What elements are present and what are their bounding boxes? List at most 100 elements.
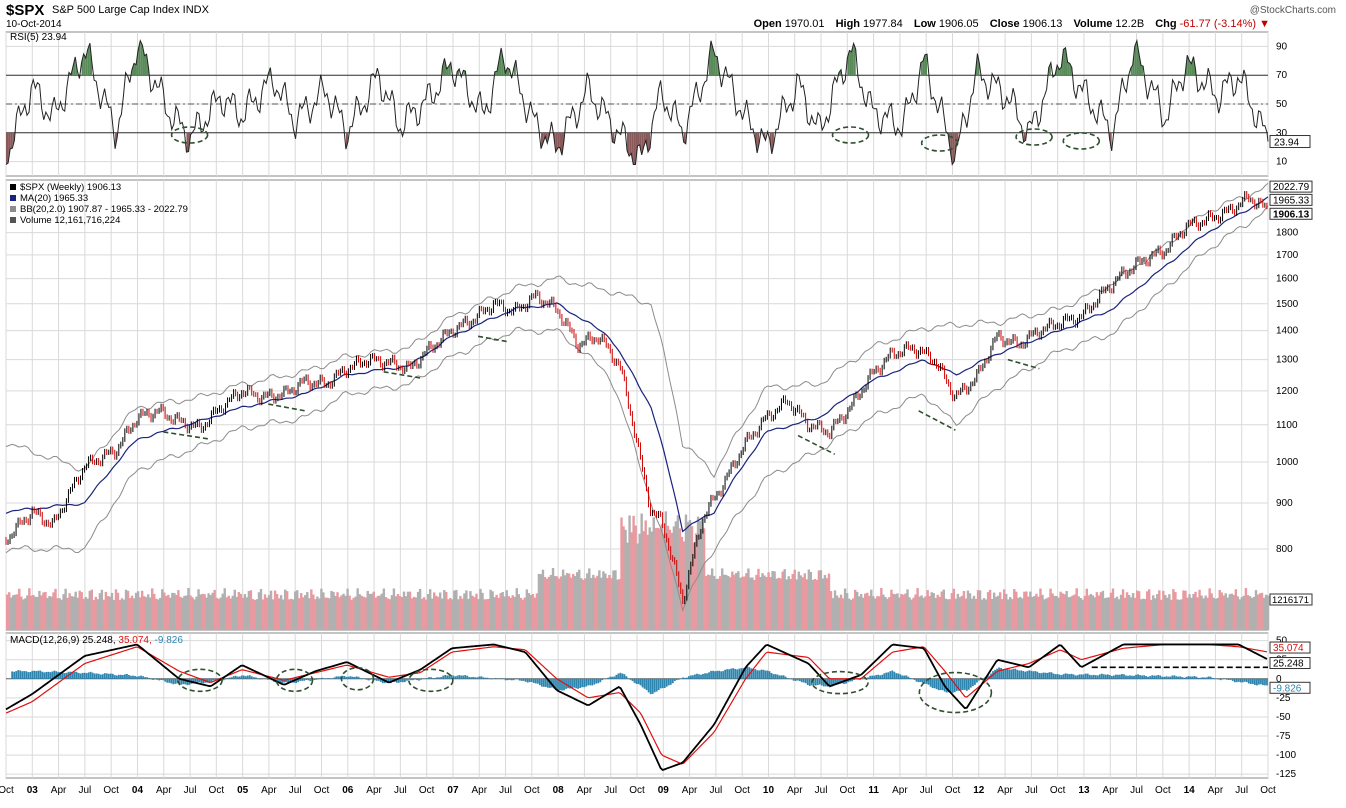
volume-bar [443,590,446,630]
macd-histogram-bar [611,676,614,679]
x-tick-label: Jul [184,785,197,796]
volume-bar [263,594,267,630]
volume-bar [988,589,992,630]
macd-histogram-bar [395,678,398,683]
macd-histogram-bar [307,678,310,681]
volume-bar [372,591,375,630]
macd-histogram-bar [738,668,741,679]
volume-bar [62,594,65,630]
macd-histogram-bar [150,678,153,680]
volume-bar [588,568,591,630]
macd-histogram-bar [109,673,112,679]
macd-histogram-bar [309,678,312,682]
macd-histogram-bar [1139,675,1141,679]
macd-histogram-bar [937,678,940,691]
macd-histogram-bar [587,678,590,686]
volume-bar [269,590,273,630]
volume-bar [1013,589,1016,630]
macd-histogram-bar [623,674,626,679]
rsi-oversold-fill [643,132,646,147]
macd-histogram-bar [194,678,197,684]
volume-bar [795,579,798,630]
volume-bar [906,589,909,630]
volume-bar [1240,597,1244,630]
volume-bar [1039,588,1042,630]
volume-bar [386,598,390,630]
volume-label: Volume [1073,18,1113,30]
volume-bar [553,575,557,630]
x-tick-label: Apr [1208,785,1224,796]
x-tick-label: Apr [156,785,172,796]
macd-histogram-bar [87,672,90,679]
volume-bar [729,577,732,630]
volume-bar [390,595,394,630]
macd-histogram-bar [91,672,94,679]
macd-histogram-bar [180,678,183,685]
macd-histogram-bar [1030,670,1033,679]
volume-bar [755,574,758,630]
volume-bar [829,591,833,630]
macd-histogram-bar [61,672,64,679]
volume-bar [767,572,770,630]
close-value: 1906.13 [1022,18,1063,30]
volume-bar [171,592,174,630]
rsi-oversold-fill [639,132,642,155]
volume-bar [914,594,917,630]
macd-histogram-bar [1171,675,1174,679]
volume-bar [811,579,815,630]
macd-histogram-bar [762,669,765,679]
macd-histogram-bar [75,671,78,679]
volume-bar [761,573,764,630]
volume-bar [874,598,877,630]
rsi-oversold-fill [757,132,760,153]
volume-bar [817,570,821,630]
volume-bar [1184,590,1187,630]
macd-histogram-bar [939,678,942,691]
volume-bar [324,597,327,630]
rsi-overbought-fill [442,58,445,76]
volume-bar [592,574,595,630]
volume-bar [485,599,488,630]
volume-bar [1009,597,1012,630]
volume-bar [1095,592,1099,630]
volume-bar [807,569,811,630]
volume-bar [745,573,748,630]
volume-bar [1083,595,1086,630]
macd-histogram-bar [142,676,144,679]
macd-histogram-bar [484,677,487,679]
macd-histogram-bar [661,678,664,689]
volume-bar [739,577,742,630]
volume-bar [165,595,168,630]
macd-histogram-bar [242,675,245,679]
volume-bar [44,591,47,630]
macd-histogram-bar [1253,678,1256,685]
volume-bar [328,598,331,630]
volume-bar [72,596,75,630]
volume-bar [990,598,994,630]
macd-histogram-bar [317,678,320,680]
volume-bar [277,598,281,630]
volume-bar [1011,599,1014,630]
volume-bar [271,599,275,630]
volume-bar [578,569,581,630]
macd-histogram-bar [99,674,102,679]
volume-bar [1029,591,1032,630]
volume-bar [712,575,716,630]
macd-histogram-bar [885,672,888,679]
volume-bar [1000,599,1004,630]
macd-histogram-bar [1147,676,1150,679]
volume-bar [1045,598,1048,630]
volume-bar [970,598,974,630]
macd-histogram-bar [1255,678,1258,686]
macd-histogram-bar [831,678,833,687]
price-last-value-box [1269,180,1313,193]
volume-bar [1007,599,1010,630]
macd-histogram-bar [373,678,376,681]
macd-histogram-bar [202,678,205,684]
volume-legend: Volume 12,161,716,224 [20,215,120,226]
volume-bar [1073,594,1076,630]
macd-histogram-bar [1078,674,1081,679]
macd-histogram-bar [434,677,437,679]
volume-bar [1037,596,1040,630]
volume-bar [78,590,81,630]
